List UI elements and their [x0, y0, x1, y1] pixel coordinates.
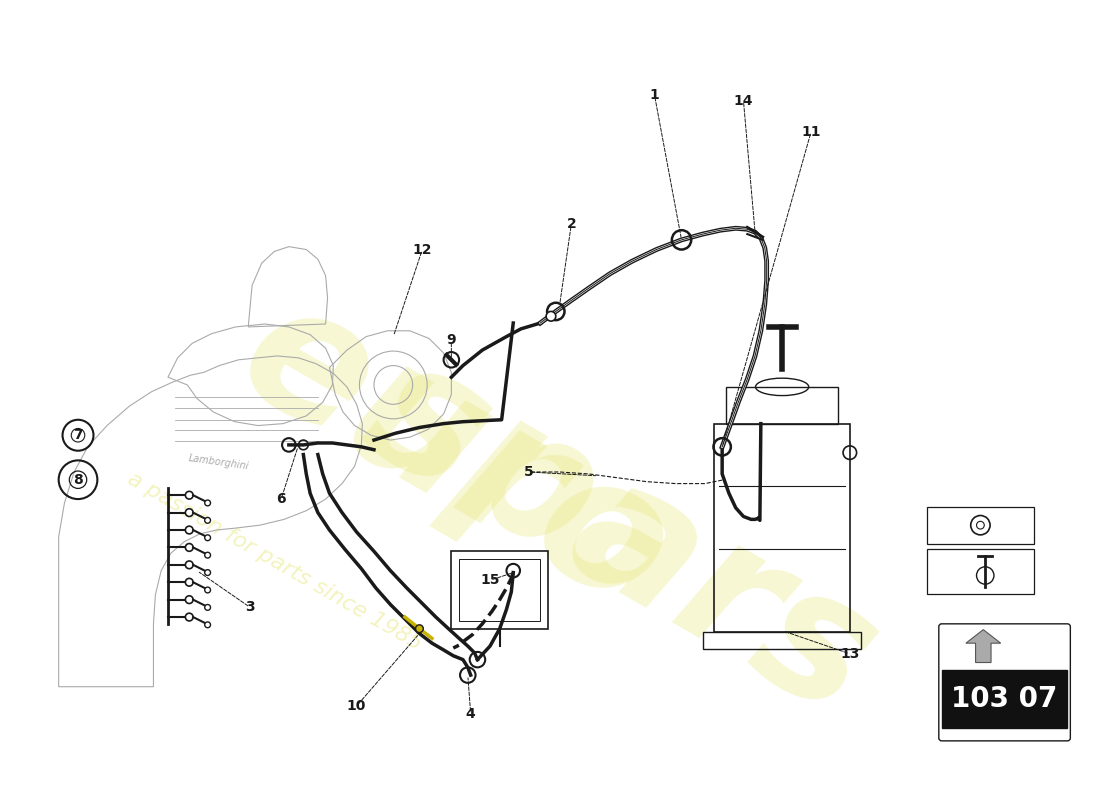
Bar: [927, 507, 1034, 543]
Circle shape: [546, 311, 556, 321]
Text: 103 07: 103 07: [952, 686, 1058, 714]
Circle shape: [205, 552, 210, 558]
Text: 1: 1: [650, 88, 659, 102]
Text: 7: 7: [74, 428, 82, 442]
Polygon shape: [966, 630, 1001, 662]
Bar: [451, 551, 548, 629]
Circle shape: [186, 596, 194, 603]
Text: 6: 6: [276, 492, 286, 506]
Text: Lamborghini: Lamborghini: [187, 453, 250, 471]
Circle shape: [205, 605, 210, 610]
Bar: [927, 550, 1034, 594]
Circle shape: [205, 535, 210, 541]
Text: spars: spars: [338, 322, 905, 752]
Text: 14: 14: [734, 94, 754, 107]
Circle shape: [205, 587, 210, 593]
Bar: [714, 424, 850, 631]
Text: 2: 2: [566, 218, 576, 231]
Text: 8: 8: [73, 473, 82, 486]
Bar: [942, 670, 1067, 728]
Circle shape: [205, 500, 210, 506]
Text: euro: euro: [211, 262, 701, 646]
Circle shape: [186, 491, 194, 499]
Text: 9: 9: [447, 334, 456, 347]
Circle shape: [205, 570, 210, 575]
Text: a passion for parts since 1985: a passion for parts since 1985: [124, 468, 426, 654]
Circle shape: [977, 522, 985, 529]
Bar: [703, 631, 861, 649]
Text: 12: 12: [412, 242, 432, 257]
Circle shape: [205, 622, 210, 628]
Text: 3: 3: [245, 600, 255, 614]
Text: 11: 11: [802, 125, 821, 138]
Text: 4: 4: [465, 706, 475, 721]
Circle shape: [416, 625, 424, 633]
Circle shape: [186, 509, 194, 517]
Bar: [459, 559, 540, 621]
Text: 15: 15: [481, 574, 499, 587]
Circle shape: [186, 526, 194, 534]
Circle shape: [205, 518, 210, 523]
Text: 5: 5: [524, 465, 534, 479]
Text: 13: 13: [840, 647, 859, 661]
Circle shape: [186, 561, 194, 569]
Circle shape: [186, 613, 194, 621]
Bar: [726, 387, 838, 424]
Circle shape: [186, 543, 194, 551]
Circle shape: [186, 578, 194, 586]
Text: 10: 10: [346, 699, 366, 713]
